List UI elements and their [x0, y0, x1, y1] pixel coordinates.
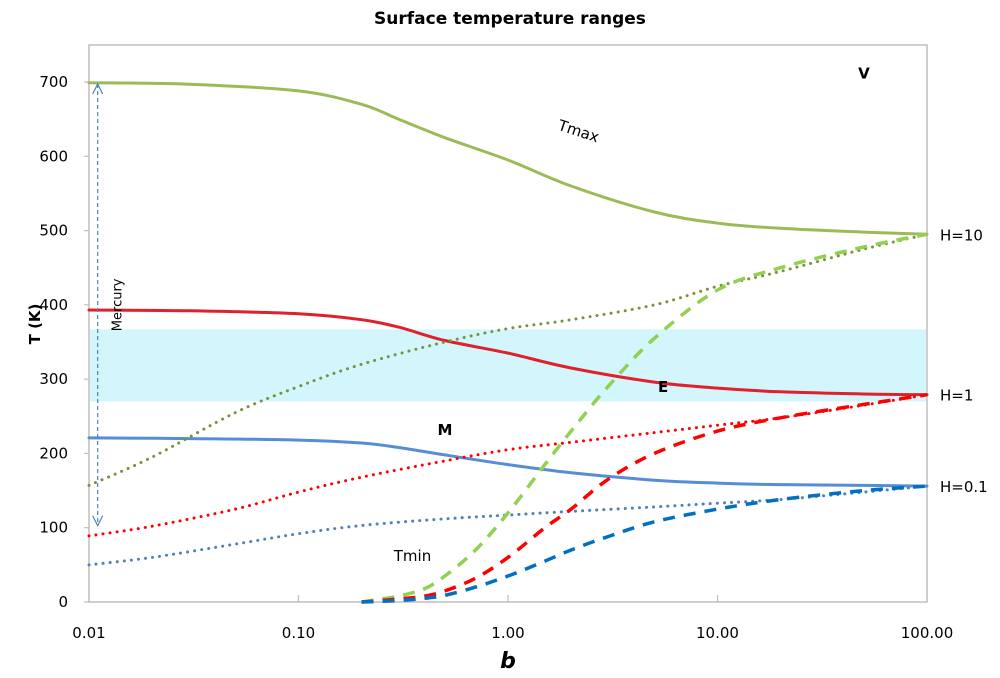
- x-axis-label: b: [500, 649, 516, 674]
- annotation-h-0-1: H=0.1: [940, 478, 988, 496]
- annotation-h-10: H=10: [940, 226, 983, 244]
- series-line-tmin-h-0-1-dashed: [361, 484, 928, 604]
- plot-area: [88, 44, 928, 603]
- annotation-tmax: Tmax: [555, 116, 601, 146]
- series-line-tmax-h-10: [87, 81, 929, 236]
- x-tick-label: 0.10: [282, 624, 315, 642]
- y-tick-label: 600: [39, 147, 68, 165]
- annotation-h-1: H=1: [940, 387, 973, 405]
- habitable-band: [90, 329, 926, 402]
- series-line-tmin-h-1-dashed: [361, 392, 928, 604]
- mercury-arrow-up-icon: [92, 82, 104, 95]
- annotation-v: V: [858, 64, 870, 82]
- annotation-tmin: Tmin: [393, 547, 431, 565]
- annotation-mercury: Mercury: [111, 278, 126, 331]
- chart-title: Surface temperature ranges: [374, 9, 646, 29]
- series-line-tmin-h-0-1-dotted: [87, 484, 929, 567]
- series-line-tmin-h-10-dotted: [87, 232, 929, 487]
- y-tick-label: 700: [39, 73, 68, 91]
- x-tick-label: 0.01: [72, 624, 105, 642]
- y-tick-label: 500: [39, 222, 68, 240]
- annotation-m: M: [437, 421, 452, 439]
- mercury-arrow-down-icon: [92, 515, 104, 528]
- series-line-tmax-h-0-1: [87, 436, 929, 488]
- y-tick-label: 200: [39, 444, 68, 462]
- series-layer: [87, 81, 929, 604]
- x-tick-label: 10.00: [696, 624, 739, 642]
- y-tick-label: 0: [58, 593, 68, 611]
- x-tick-label: 1.00: [491, 624, 524, 642]
- x-tick-label: 100.00: [901, 624, 954, 642]
- y-axis-label: T (K): [26, 304, 44, 345]
- y-tick-label: 400: [39, 296, 68, 314]
- y-tick-label: 300: [39, 370, 68, 388]
- y-tick-label: 100: [39, 519, 68, 537]
- annotation-e: E: [658, 378, 668, 396]
- series-line-tmax-h-1: [87, 308, 929, 397]
- axis-layer: 0 100 200 300 400 500 600 700 0.01 0.10 1.00 10.00 1…: [39, 73, 953, 642]
- habitable-band-layer: [90, 329, 926, 402]
- series-line-tmin-h-10-dashed: [361, 232, 928, 604]
